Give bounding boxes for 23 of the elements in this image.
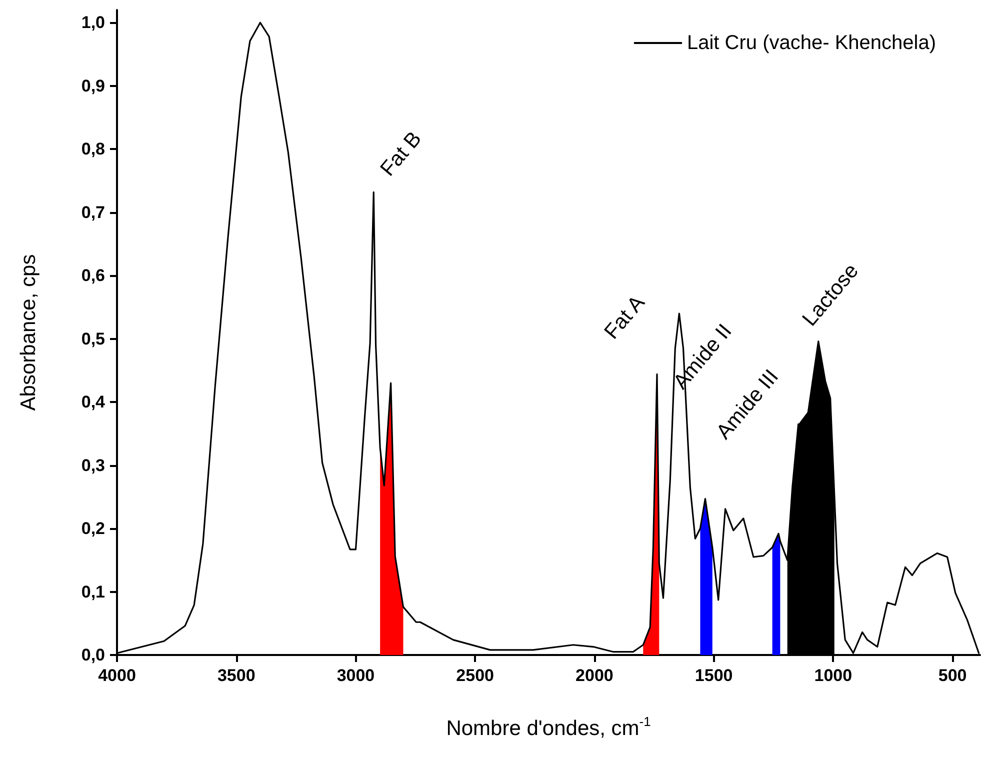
y-tick-label: 0,8 <box>81 140 105 159</box>
legend-label: Lait Cru (vache- Khenchela) <box>686 32 936 54</box>
x-tick-label: 4000 <box>98 666 136 685</box>
y-tick-label: 0,9 <box>81 76 105 96</box>
y-tick-label: 0,4 <box>81 392 106 412</box>
y-tick-label: 0,2 <box>81 519 105 538</box>
x-tick-label: 3500 <box>217 666 256 685</box>
y-tick-label: 0,3 <box>81 456 105 475</box>
x-tick-label: 3000 <box>336 666 375 685</box>
y-tick-label: 0,5 <box>81 329 105 348</box>
y-axis-title: Absorbance, cps <box>17 254 40 411</box>
annotation: Fat B <box>376 127 426 181</box>
y-tick-label: 0,7 <box>81 202 105 222</box>
annotation: Fat A <box>600 291 650 344</box>
x-tick-label: 1500 <box>694 666 733 685</box>
y-tick-label: 0,0 <box>81 646 105 664</box>
y-tick-label: 0,1 <box>81 582 105 602</box>
x-tick-label: 2000 <box>576 666 614 685</box>
y-tick-label: 0,6 <box>81 266 105 286</box>
y-tick-label: 1,0 <box>81 13 105 32</box>
x-tick-label: 2500 <box>456 666 494 685</box>
x-tick-label: 1000 <box>814 666 852 685</box>
x-tick-label: 500 <box>938 666 967 685</box>
